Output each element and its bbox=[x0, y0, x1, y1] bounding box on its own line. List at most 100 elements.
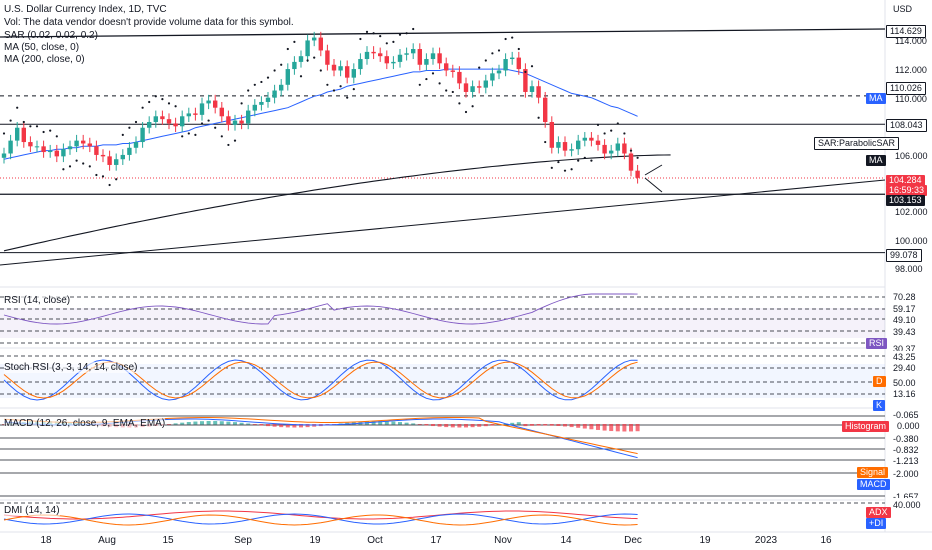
indicator-sar-label[interactable]: SAR (0.02, 0.02, 0.2) bbox=[4, 30, 98, 41]
hline-price-badge-4[interactable]: 103.153 bbox=[886, 195, 925, 206]
hline-price-badge-3[interactable]: 108.043 bbox=[886, 119, 927, 132]
candle-body bbox=[490, 73, 495, 81]
candle-body bbox=[226, 116, 231, 125]
sar-dot bbox=[445, 89, 448, 92]
candle-body bbox=[232, 120, 238, 125]
macd-histogram-bar bbox=[556, 424, 561, 426]
macd-level: -0.065 bbox=[893, 410, 919, 420]
stoch-d-badge[interactable]: D bbox=[873, 376, 886, 387]
macd-histogram-bar bbox=[543, 424, 548, 426]
sar-dot bbox=[207, 119, 210, 122]
indicator-ma200-label[interactable]: MA (200, close, 0) bbox=[4, 54, 85, 65]
candle-body bbox=[463, 83, 469, 92]
candle-body bbox=[34, 146, 40, 148]
time-tick: Sep bbox=[234, 535, 252, 546]
sar-dot bbox=[161, 98, 164, 101]
time-tick: 16 bbox=[820, 535, 832, 546]
stoch-k-badge[interactable]: K bbox=[873, 400, 886, 411]
sar-dot bbox=[511, 36, 514, 39]
candle-body bbox=[160, 116, 165, 120]
indicator-ma50-label[interactable]: MA (50, close, 0) bbox=[4, 42, 80, 53]
hline-price-badge-1[interactable]: 114.629 bbox=[886, 25, 926, 38]
sar-dot bbox=[537, 116, 540, 119]
sar-dot bbox=[530, 65, 534, 68]
sar-dot bbox=[418, 83, 421, 86]
sar-dot bbox=[115, 178, 118, 181]
candle-body bbox=[595, 140, 601, 145]
macd-level: -0.380 bbox=[893, 434, 919, 444]
sar-dot bbox=[464, 110, 468, 114]
plus-di-badge[interactable]: +DI bbox=[866, 518, 887, 529]
ma50-badge[interactable]: MA bbox=[866, 93, 886, 104]
sar-badge[interactable]: SAR:ParabolicSAR bbox=[814, 137, 900, 150]
sar-dot bbox=[306, 59, 309, 62]
macd-histogram-bar bbox=[173, 423, 178, 425]
candle-body bbox=[292, 61, 297, 70]
rsi-pane-label[interactable]: RSI (14, close) bbox=[4, 295, 71, 306]
sar-dot bbox=[260, 80, 263, 84]
macd-badge[interactable]: MACD bbox=[857, 479, 890, 490]
candle-body bbox=[450, 70, 455, 72]
candle-body bbox=[61, 149, 66, 157]
trendline-bottom bbox=[0, 179, 886, 266]
candle-body bbox=[483, 80, 488, 88]
hline-price-badge-5[interactable]: 99.078 bbox=[886, 249, 922, 262]
macd-histogram-bar bbox=[299, 424, 303, 428]
rsi-badge[interactable]: RSI bbox=[866, 338, 888, 349]
symbol-title[interactable]: U.S. Dollar Currency Index, 1D, TVC bbox=[4, 4, 167, 15]
sar-dot bbox=[35, 125, 39, 128]
candle-body bbox=[199, 103, 205, 115]
macd-histogram-bar bbox=[213, 421, 218, 425]
candle-body bbox=[556, 142, 561, 148]
candle-body bbox=[470, 86, 475, 92]
sar-dot bbox=[227, 143, 230, 147]
forecast-arrows bbox=[644, 164, 663, 193]
time-tick: 19 bbox=[699, 535, 711, 546]
macd-histogram-bar bbox=[516, 422, 521, 425]
sar-dot bbox=[583, 156, 586, 159]
candle-body bbox=[503, 59, 508, 71]
sar-dot bbox=[392, 40, 395, 43]
sar-dot bbox=[286, 47, 289, 51]
sar-dot bbox=[2, 132, 6, 135]
candle-body bbox=[430, 53, 436, 60]
candle-body bbox=[582, 137, 587, 141]
time-tick: 2023 bbox=[754, 535, 778, 546]
sar-dot bbox=[82, 162, 85, 165]
sar-dot bbox=[55, 135, 58, 138]
signal-badge[interactable]: Signal bbox=[857, 467, 889, 478]
ma200-line bbox=[3, 154, 671, 252]
dmi-pane-label[interactable]: DMI (14, 14) bbox=[4, 505, 60, 516]
macd-level: -2.000 bbox=[893, 469, 919, 479]
last-price-badge[interactable]: 104.284 bbox=[886, 175, 925, 186]
macd-histogram-bar bbox=[582, 424, 587, 429]
sar-dot bbox=[313, 56, 316, 59]
macd-pane-label[interactable]: MACD (12, 26, close, 9, EMA, EMA) bbox=[4, 418, 166, 429]
macd-histogram-bar bbox=[186, 422, 191, 425]
candle-body bbox=[477, 86, 482, 88]
ma200-badge[interactable]: MA bbox=[866, 155, 886, 166]
rsi-band bbox=[0, 308, 885, 338]
macd-histogram-bar bbox=[589, 424, 594, 430]
macd-histogram-bar bbox=[239, 422, 244, 425]
macd-histogram-bar bbox=[629, 424, 633, 432]
candle-body bbox=[21, 127, 26, 143]
stoch-pane-label[interactable]: Stoch RSI (3, 3, 14, 14, close) bbox=[4, 362, 138, 373]
candle-body bbox=[279, 84, 284, 91]
histogram-badge[interactable]: Histogram bbox=[842, 421, 890, 432]
sar-dot bbox=[154, 95, 157, 98]
macd-histogram-bar bbox=[180, 422, 185, 425]
sar-dot bbox=[29, 125, 32, 128]
macd-histogram-bar bbox=[437, 424, 442, 427]
candle-body bbox=[417, 49, 422, 65]
adx-badge[interactable]: ADX bbox=[866, 507, 891, 518]
hline-price-badge-2[interactable]: 110.026 bbox=[886, 82, 926, 95]
macd-histogram-bar bbox=[246, 423, 251, 425]
macd-histogram-bar bbox=[490, 424, 495, 426]
sar-dot bbox=[266, 76, 270, 79]
rsi-line bbox=[3, 293, 638, 325]
sar-dot bbox=[352, 87, 355, 91]
sar-dot bbox=[299, 75, 303, 78]
candle-body bbox=[285, 69, 290, 85]
